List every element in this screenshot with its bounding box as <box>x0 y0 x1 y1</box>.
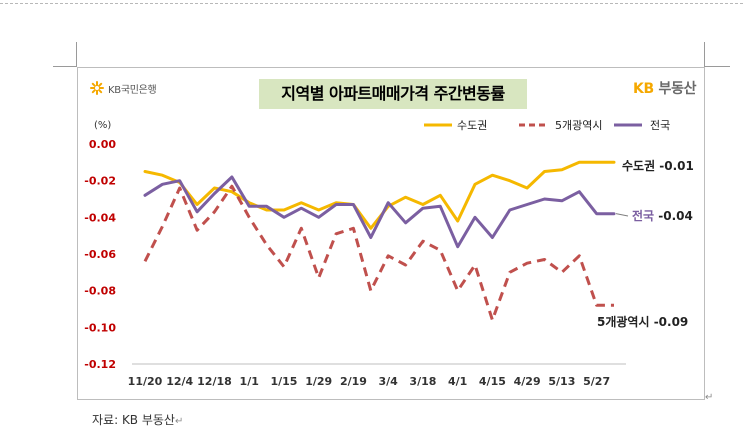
x-tick-label: 11/20 <box>128 375 163 388</box>
y-tick-label: 0.00 <box>89 138 116 151</box>
end-label-national: 전국 -0.04 <box>632 208 693 223</box>
x-tick-label: 12/18 <box>197 375 232 388</box>
y-tick-label: -0.04 <box>84 211 116 224</box>
end-label-metro: 5개광역시 -0.09 <box>597 314 688 329</box>
kb-star-icon <box>90 81 104 95</box>
x-tick-label: 12/4 <box>166 375 193 388</box>
kb-bank-name: KB국민은행 <box>108 84 157 96</box>
x-tick-label: 4/1 <box>448 375 467 388</box>
x-tick-label: 4/29 <box>514 375 541 388</box>
x-tick-label: 5/13 <box>548 375 575 388</box>
series-line-1 <box>143 184 614 322</box>
end-label-capital: 수도권 -0.01 <box>622 159 694 173</box>
crop-mark <box>53 66 76 67</box>
y-tick-label: -0.08 <box>84 285 116 298</box>
x-tick-label: 2/19 <box>340 375 367 388</box>
legend-label-1: 5개광역시 <box>555 119 602 132</box>
chart-title: 지역별 아파트매매가격 주간변동률 <box>259 79 527 109</box>
legend-label-2: 전국 <box>650 119 670 132</box>
legend-label-0: 수도권 <box>457 119 487 132</box>
end-label-leader <box>615 213 629 217</box>
x-tick-label: 3/4 <box>379 375 399 388</box>
x-tick-label: 5/27 <box>583 375 610 388</box>
crop-mark <box>76 42 77 67</box>
y-tick-label: -0.02 <box>84 175 116 188</box>
kb-bank-logo: KB국민은행 <box>90 80 157 96</box>
kb-land-kb: KB <box>633 81 654 97</box>
x-tick-label: 1/15 <box>270 375 297 388</box>
x-tick-label: 3/18 <box>409 375 436 388</box>
y-tick-label: -0.06 <box>84 248 116 261</box>
y-tick-label: -0.10 <box>84 321 116 334</box>
x-tick-label: 1/1 <box>240 375 259 388</box>
crop-mark <box>704 42 705 67</box>
x-tick-label: 1/29 <box>305 375 332 388</box>
source-note: 자료: KB 부동산↵ <box>92 411 183 428</box>
kb-land-logo: KB 부동산 <box>633 78 697 98</box>
kb-land-name: 부동산 <box>658 81 697 97</box>
series-line-2 <box>143 175 616 249</box>
y-unit-label: (%) <box>94 120 111 131</box>
crop-mark <box>705 66 730 67</box>
source-text: 자료: KB 부동산 <box>92 413 175 427</box>
x-tick-label: 4/15 <box>479 375 506 388</box>
paragraph-mark-corner: ↵ <box>705 392 714 403</box>
page-top-rule <box>0 3 743 4</box>
y-tick-label: -0.12 <box>84 358 116 371</box>
chart-frame <box>77 67 705 400</box>
paragraph-mark: ↵ <box>174 416 184 427</box>
